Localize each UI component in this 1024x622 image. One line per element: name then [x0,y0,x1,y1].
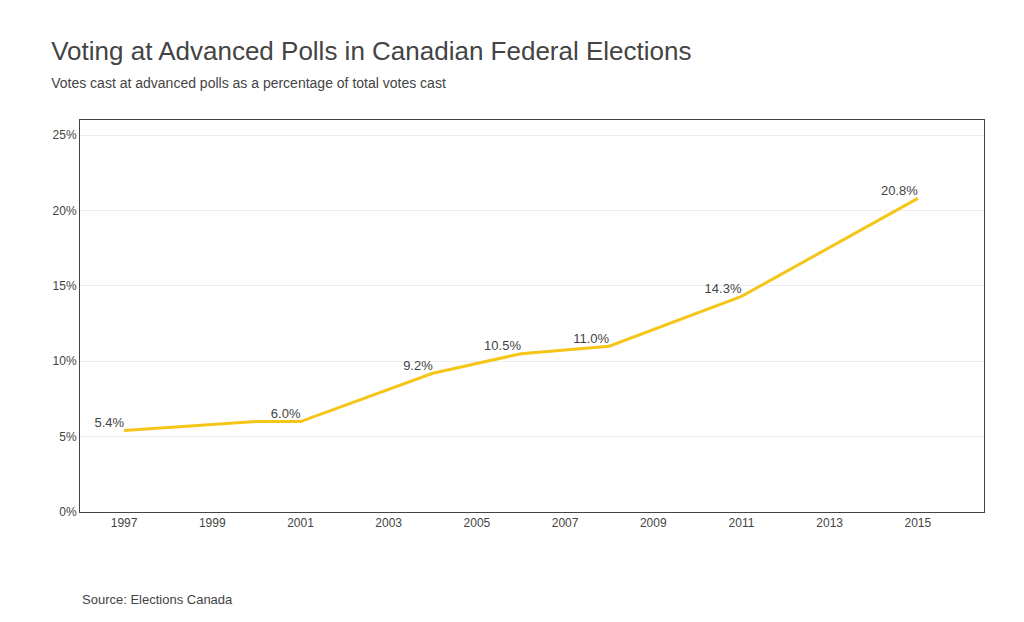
svg-text:20%: 20% [53,204,77,218]
svg-text:20.8%: 20.8% [881,183,918,198]
svg-text:1999: 1999 [199,516,226,530]
svg-text:5%: 5% [59,430,77,444]
svg-text:1997: 1997 [111,516,138,530]
svg-text:10.5%: 10.5% [484,338,521,353]
svg-text:5.4%: 5.4% [94,415,124,430]
svg-text:2011: 2011 [729,516,755,530]
svg-text:15%: 15% [53,279,77,293]
svg-text:Votes cast at advanced polls a: Votes cast at advanced polls as a percen… [51,75,446,91]
svg-text:9.2%: 9.2% [403,358,433,373]
svg-text:2005: 2005 [464,516,491,530]
svg-text:Source: Elections Canada: Source: Elections Canada [82,592,233,607]
svg-text:0%: 0% [59,505,77,519]
svg-text:2007: 2007 [552,516,579,530]
svg-text:2015: 2015 [904,516,931,530]
svg-text:2009: 2009 [640,516,667,530]
svg-text:25%: 25% [53,128,77,142]
svg-text:14.3%: 14.3% [705,281,742,296]
svg-text:2003: 2003 [375,516,402,530]
svg-text:Voting at Advanced Polls in Ca: Voting at Advanced Polls in Canadian Fed… [51,36,691,66]
svg-text:11.0%: 11.0% [573,331,609,346]
svg-text:2001: 2001 [287,516,314,530]
svg-text:6.0%: 6.0% [271,406,301,421]
svg-text:10%: 10% [53,354,77,368]
svg-text:2013: 2013 [816,516,843,530]
